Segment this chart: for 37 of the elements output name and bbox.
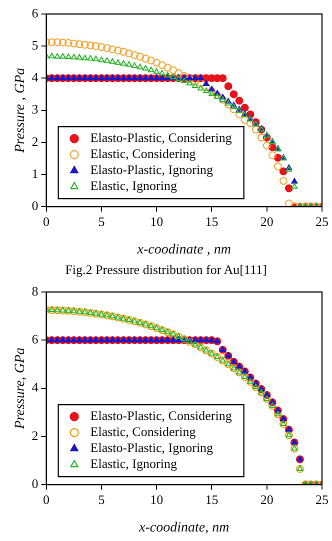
legend-label: Elastic, Ignoring	[90, 178, 178, 194]
legend-label: Elasto-Plastic, Considering	[90, 130, 232, 146]
legend-label: Elastic, Considering	[90, 424, 196, 440]
x-tick-label: 10	[150, 492, 164, 507]
x-tick-label: 5	[98, 492, 105, 507]
x-axis-title: x-coodinate , nm	[136, 242, 231, 258]
x-tick-label: 0	[43, 492, 50, 507]
y-tick-label: 8	[32, 283, 38, 298]
x-axis-title: x-coodinate, nm	[138, 520, 230, 536]
x-tick-label: 15	[205, 492, 218, 507]
legend-label: Elastic, Considering	[90, 146, 196, 162]
x-tick-label: 25	[316, 214, 328, 229]
legend-label: Elasto-Plastic, Ignoring	[90, 440, 214, 456]
y-tick-label: 6	[32, 5, 39, 20]
legend-label: Elastic, Ignoring	[90, 456, 178, 472]
x-tick-label: 20	[260, 214, 274, 229]
y-tick-label: 3	[32, 102, 38, 117]
x-tick-label: 10	[150, 214, 164, 229]
caption: Fig.2 Pressure distribution for Au[111]	[64, 262, 268, 278]
y-tick-label: 0	[32, 198, 38, 214]
x-tick-label: 5	[98, 214, 105, 229]
y-tick-label: 4	[32, 380, 39, 395]
x-tick-label: 25	[316, 492, 328, 507]
y-tick-label: 0	[32, 476, 38, 492]
legend-label: Elasto-Plastic, Ignoring	[90, 162, 214, 178]
x-tick-label: 20	[260, 492, 274, 507]
x-tick-label: 15	[205, 214, 218, 229]
y-tick-label: 5	[32, 38, 38, 53]
y-tick-label: 1	[32, 166, 38, 181]
y-tick-label: 6	[32, 332, 39, 347]
legend-label: Elasto-Plastic, Considering	[90, 408, 232, 424]
y-axis-title: Pressure , GPa	[13, 68, 28, 154]
y-tick-label: 2	[32, 134, 38, 149]
y-axis-title: Pressure, GPa	[13, 348, 28, 430]
x-tick-label: 0	[43, 214, 50, 229]
y-tick-label: 2	[32, 428, 38, 443]
y-tick-label: 4	[32, 70, 39, 85]
